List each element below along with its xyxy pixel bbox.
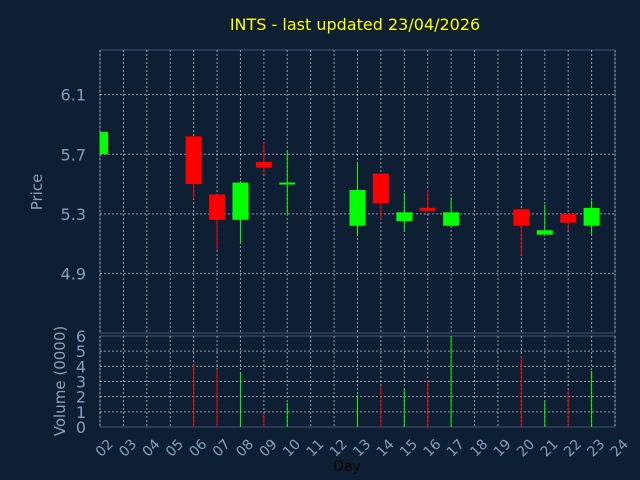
- x-tick-label: 20: [514, 436, 538, 460]
- candle-body: [185, 136, 202, 185]
- volume-tick-label: 5: [76, 342, 86, 361]
- candle-body: [372, 173, 389, 204]
- volume-tick-label: 1: [76, 403, 86, 422]
- chart-title: INTS - last updated 23/04/2026: [230, 15, 480, 34]
- x-tick-label: 04: [140, 436, 164, 460]
- x-tick-label: 24: [608, 436, 632, 460]
- candle-body: [279, 182, 296, 185]
- candle-body: [255, 161, 272, 168]
- candle-body: [443, 212, 460, 226]
- x-tick-label: 12: [327, 436, 351, 460]
- volume-axis-label: Volume (0000): [51, 326, 69, 436]
- price-panel: 6.1 5.7 5.3 4.9: [61, 49, 616, 334]
- candle-body: [419, 207, 436, 211]
- x-tick-label: 08: [233, 436, 257, 460]
- volume-tick-label: 4: [76, 357, 86, 376]
- x-tick-label: 13: [350, 436, 374, 460]
- x-tick-label: 10: [280, 436, 304, 460]
- volume-tick-label: 0: [76, 418, 86, 437]
- candle-body: [583, 207, 600, 226]
- price-tick-label: 5.7: [61, 145, 86, 164]
- x-tick-label: 23: [584, 436, 608, 460]
- candle-body: [536, 230, 553, 235]
- x-tick-label: 06: [186, 436, 210, 460]
- price-tick-label: 6.1: [61, 86, 86, 105]
- x-tick-label: 14: [374, 436, 398, 460]
- x-tick-label: 11: [303, 436, 327, 460]
- x-tick-label: 03: [116, 436, 140, 460]
- candle-body: [232, 182, 249, 220]
- x-tick-label: 16: [421, 436, 445, 460]
- price-tick-label: 5.3: [61, 205, 86, 224]
- x-tick-label: 02: [93, 436, 117, 460]
- candle-body: [100, 131, 108, 155]
- volume-tick-label: 3: [76, 373, 86, 392]
- x-tick-label: 07: [210, 436, 234, 460]
- x-tick-label: 09: [257, 436, 281, 460]
- candle-body: [396, 212, 413, 222]
- candle-body: [560, 213, 577, 223]
- x-tick-label: 19: [491, 436, 515, 460]
- x-tick-label: 22: [561, 436, 585, 460]
- x-axis-label: Day: [333, 459, 361, 475]
- x-tick-label: 17: [444, 436, 468, 460]
- volume-tick-label: 6: [76, 327, 86, 346]
- candle-body: [209, 194, 226, 220]
- candle-body: [349, 190, 366, 226]
- x-tick-label: 21: [538, 436, 562, 460]
- candle-body: [513, 209, 530, 226]
- x-tick-label: 18: [467, 436, 491, 460]
- volume-tick-label: 2: [76, 388, 86, 407]
- x-tick-label: 15: [397, 436, 421, 460]
- x-tick-label: 05: [163, 436, 187, 460]
- price-tick-label: 4.9: [61, 264, 86, 283]
- price-axis-label: Price: [28, 174, 46, 211]
